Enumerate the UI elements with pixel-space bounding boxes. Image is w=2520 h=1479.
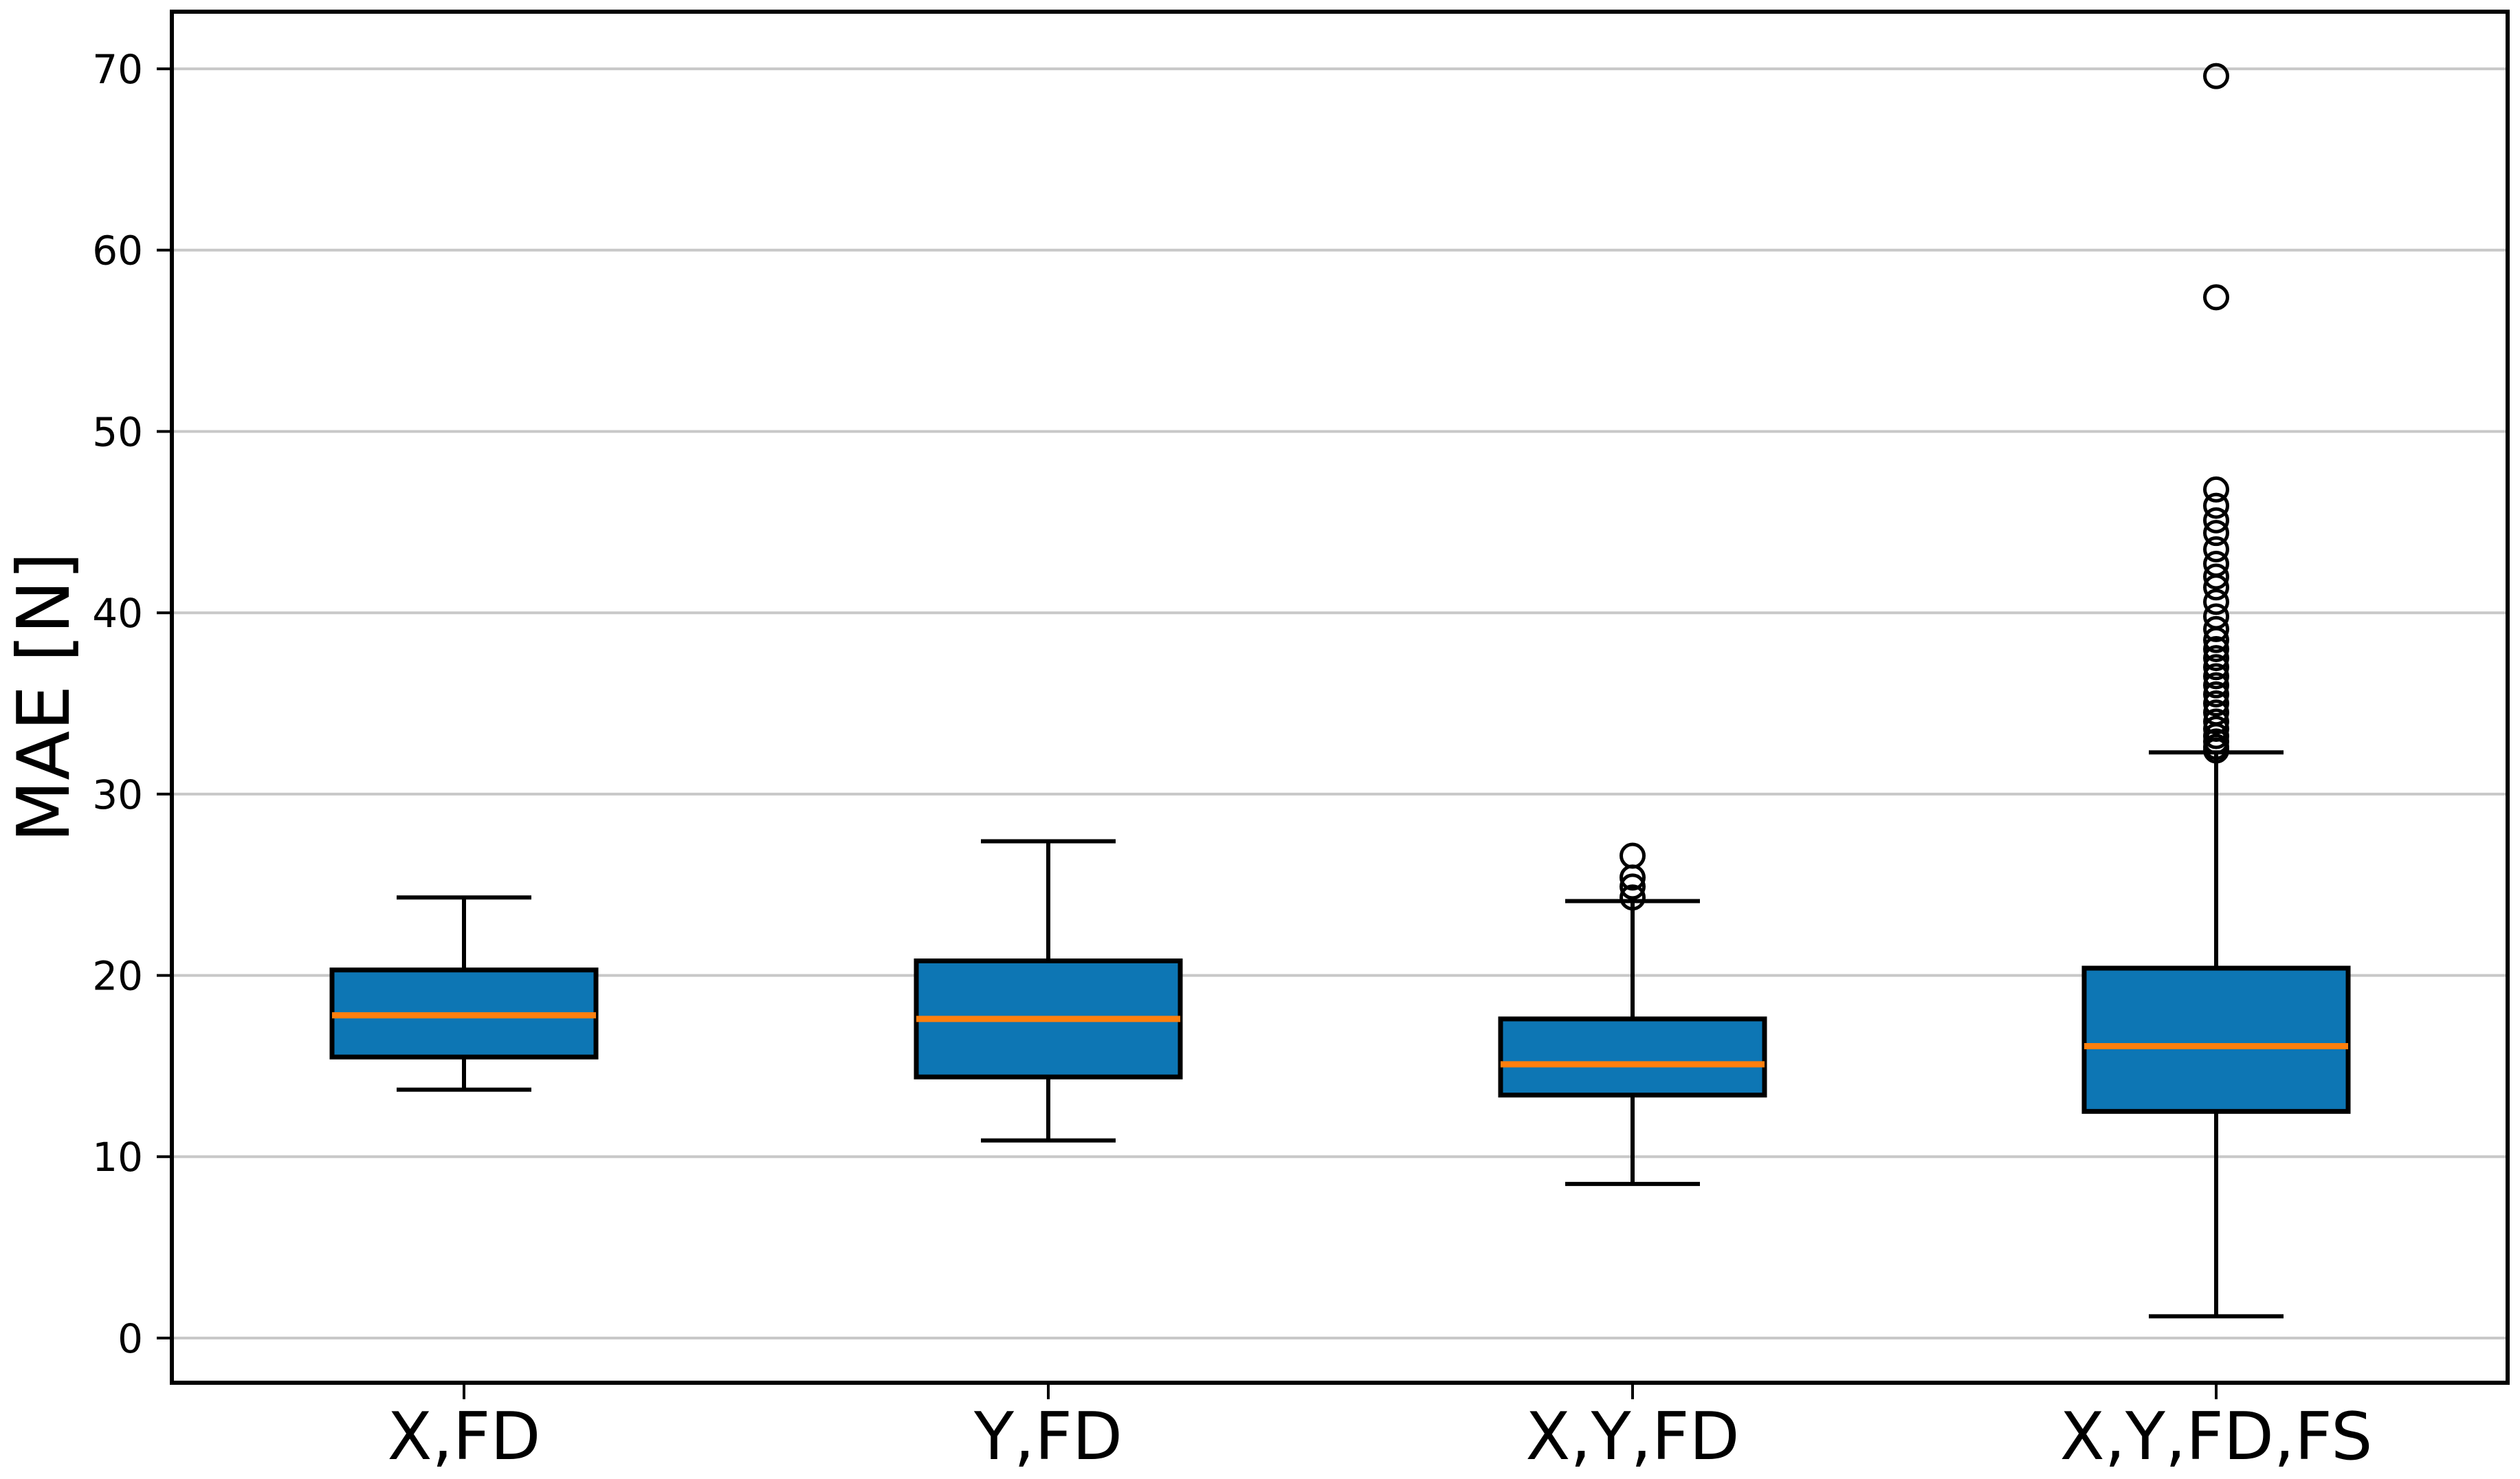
- outlier-point: [2203, 635, 2229, 662]
- outlier-point: [2203, 715, 2229, 742]
- plot-border: [170, 10, 2510, 1385]
- outlier-point: [2203, 536, 2229, 562]
- y-tick-label: 0: [118, 1315, 143, 1362]
- outlier-point: [2203, 492, 2229, 519]
- y-tick-label: 20: [92, 952, 143, 999]
- outlier-point: [2203, 520, 2229, 547]
- outlier-point: [1620, 884, 1646, 911]
- y-tick-label: 10: [92, 1134, 143, 1181]
- x-tick-label: X,FD: [387, 1399, 540, 1475]
- y-axis-label: MAE [N]: [2, 552, 86, 843]
- outlier-point: [2203, 708, 2229, 735]
- outlier-point: [2203, 63, 2229, 89]
- box-3: [1498, 1016, 1767, 1098]
- outlier-point: [2203, 563, 2229, 590]
- box-4: [2081, 965, 2351, 1114]
- outlier-point: [2203, 690, 2229, 717]
- y-tick-label: 50: [92, 408, 143, 455]
- outlier-point: [1620, 842, 1646, 869]
- outlier-point: [2203, 589, 2229, 615]
- outlier-point: [2203, 672, 2229, 699]
- y-tick-label: 30: [92, 771, 143, 818]
- outlier-point: [2203, 284, 2229, 311]
- outlier-point: [2203, 507, 2229, 534]
- x-tick-label: X,Y,FD: [1525, 1399, 1739, 1475]
- outlier-point: [2203, 654, 2229, 681]
- outlier-point: [2203, 615, 2229, 642]
- outlier-point: [1620, 873, 1646, 900]
- outlier-point: [2203, 663, 2229, 690]
- outlier-point: [2203, 603, 2229, 630]
- outlier-point: [2203, 681, 2229, 708]
- y-tick-label: 40: [92, 590, 143, 637]
- outlier-point: [2203, 551, 2229, 578]
- x-tick-label: Y,FD: [973, 1399, 1123, 1475]
- outlier-point: [2203, 476, 2229, 503]
- x-tick-label: X,Y,FD,FS: [2060, 1399, 2373, 1475]
- outlier-point: [2203, 699, 2229, 726]
- outlier-point: [2203, 645, 2229, 672]
- y-tick-label: 70: [92, 46, 143, 93]
- y-tick-label: 60: [92, 228, 143, 274]
